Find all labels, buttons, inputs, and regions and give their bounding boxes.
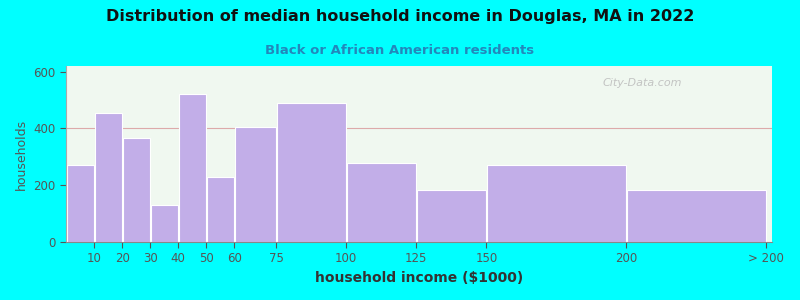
Bar xyxy=(207,177,234,242)
Bar xyxy=(67,165,94,242)
Bar xyxy=(151,205,178,242)
Bar xyxy=(179,94,206,242)
Bar xyxy=(417,190,486,242)
Bar xyxy=(627,190,766,242)
Bar xyxy=(277,103,346,242)
X-axis label: household income ($1000): household income ($1000) xyxy=(315,271,523,285)
Y-axis label: households: households xyxy=(15,118,28,190)
Bar xyxy=(347,163,416,242)
Bar xyxy=(123,138,150,242)
Bar xyxy=(235,127,275,242)
Bar xyxy=(487,165,626,242)
Text: City-Data.com: City-Data.com xyxy=(602,78,682,88)
Text: Distribution of median household income in Douglas, MA in 2022: Distribution of median household income … xyxy=(106,9,694,24)
Bar xyxy=(95,113,122,242)
Text: Black or African American residents: Black or African American residents xyxy=(266,44,534,56)
